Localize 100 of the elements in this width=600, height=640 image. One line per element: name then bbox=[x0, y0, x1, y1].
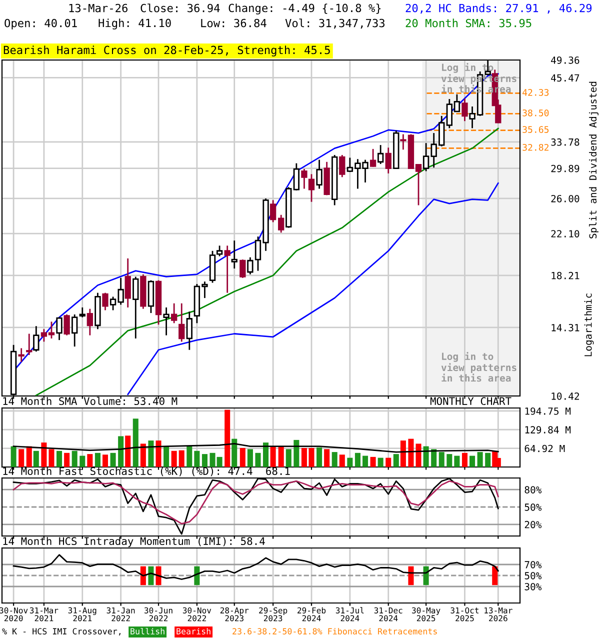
candlestick bbox=[316, 159, 322, 190]
line-series bbox=[12, 480, 499, 524]
bar bbox=[125, 436, 131, 467]
bar bbox=[164, 446, 170, 467]
line-series bbox=[12, 442, 499, 453]
line-series bbox=[12, 554, 499, 580]
ref-line-label: 38.50 bbox=[522, 109, 549, 116]
bar bbox=[232, 438, 238, 467]
bar bbox=[393, 454, 399, 467]
chart-title: 14 Month HCS Intraday Momentum (IMI): 58.4 bbox=[3, 536, 265, 548]
y-tick-label: 30% bbox=[524, 583, 542, 590]
bar bbox=[132, 418, 138, 467]
candlestick bbox=[124, 258, 131, 308]
y-tick-label: 194.75 M bbox=[525, 407, 571, 415]
text: High: 41.10 bbox=[98, 18, 171, 30]
y-tick-label: 14.31 bbox=[552, 324, 580, 332]
candlestick bbox=[247, 256, 254, 276]
bar bbox=[186, 446, 192, 467]
x-tick-label: 29-Feb 2024 bbox=[298, 607, 326, 622]
ref-line-label: 42.33 bbox=[522, 89, 549, 96]
bar bbox=[64, 452, 70, 467]
bar bbox=[431, 449, 437, 467]
candlestick bbox=[186, 310, 192, 351]
x-tick-label: 30-May 2025 bbox=[412, 607, 440, 622]
candlestick bbox=[18, 348, 24, 363]
text: MONTHLY CHART bbox=[430, 397, 512, 406]
bar bbox=[362, 456, 368, 467]
bar bbox=[270, 446, 276, 467]
bar bbox=[378, 458, 384, 467]
candlestick bbox=[224, 244, 230, 294]
bar bbox=[354, 452, 360, 467]
x-tick-label: 31-Jul 2024 bbox=[336, 607, 364, 622]
x-tick-label: 29-Sep 2023 bbox=[259, 607, 288, 622]
candlestick bbox=[72, 314, 78, 348]
bar bbox=[339, 454, 345, 467]
candlestick bbox=[171, 302, 178, 324]
bar bbox=[400, 440, 406, 467]
y-tick-label: 20% bbox=[524, 520, 542, 528]
bar bbox=[240, 448, 246, 467]
x-tick-label: 31-Dec 2024 bbox=[374, 607, 402, 622]
y-tick-label: 10.42 bbox=[552, 392, 579, 400]
candlestick bbox=[132, 276, 139, 340]
y-tick-label: 33.78 bbox=[551, 138, 580, 146]
candlestick bbox=[26, 333, 32, 356]
bar bbox=[332, 452, 338, 467]
text: Close: 36.94 bbox=[140, 4, 220, 12]
candlestick bbox=[377, 144, 384, 165]
candlestick bbox=[102, 292, 108, 311]
y-tick-label: 18.21 bbox=[552, 272, 580, 280]
y-tick-label: 129.84 M bbox=[525, 426, 571, 434]
text: 14 Month SMA Volume: 53.40 M bbox=[3, 396, 178, 406]
text: % K - HCS IMI Crossover, bbox=[2, 628, 120, 636]
text: Change: -4.49 {-10.8 %} bbox=[228, 4, 381, 14]
bar bbox=[470, 456, 476, 467]
bar bbox=[438, 452, 444, 467]
bar bbox=[462, 452, 468, 467]
bar bbox=[48, 449, 54, 467]
y-tick-label: 45.47 bbox=[551, 74, 580, 82]
y-tick-label: 70% bbox=[524, 561, 542, 568]
bar bbox=[194, 450, 200, 467]
candlestick bbox=[79, 306, 86, 318]
candlestick bbox=[278, 214, 284, 234]
y-tick-label: 26.00 bbox=[551, 194, 580, 202]
annotation: Log in to view patterns in this area bbox=[441, 352, 516, 382]
x-tick-label: 31-Aug 2021 bbox=[68, 607, 96, 622]
candlestick bbox=[422, 142, 430, 172]
bar bbox=[33, 450, 39, 467]
bar bbox=[247, 449, 253, 467]
y-axis-title: Split and Dividend Adjusted bbox=[589, 82, 598, 238]
bar bbox=[263, 442, 269, 467]
y-tick-label: 50% bbox=[524, 572, 542, 580]
x-tick-label: 30-Jun 2022 bbox=[144, 607, 172, 622]
candlestick bbox=[339, 154, 346, 178]
candlestick bbox=[462, 98, 468, 122]
bar bbox=[278, 446, 284, 467]
y-tick-label: 50% bbox=[524, 504, 542, 511]
text: Bearish Harami Cross on 28-Feb-25, Strength: 45.5 bbox=[4, 46, 330, 56]
bar bbox=[485, 452, 491, 467]
candlestick bbox=[370, 148, 376, 168]
ref-line-label: 32.82 bbox=[522, 144, 548, 151]
bar bbox=[148, 440, 154, 467]
candlestick bbox=[178, 302, 185, 342]
y-tick-label: 29.89 bbox=[551, 164, 580, 172]
y-tick-label: 80% bbox=[524, 486, 542, 494]
bar bbox=[178, 450, 184, 467]
candlestick bbox=[293, 162, 300, 192]
candlestick bbox=[308, 173, 315, 203]
bar bbox=[423, 446, 429, 467]
bar bbox=[454, 456, 460, 467]
bar bbox=[80, 456, 86, 467]
y-tick-label: 22.10 bbox=[551, 230, 580, 238]
candlestick bbox=[86, 308, 94, 336]
candlestick bbox=[64, 314, 70, 336]
bar bbox=[347, 458, 353, 467]
bar bbox=[26, 446, 32, 467]
bar bbox=[294, 440, 300, 467]
text: Bearish bbox=[176, 628, 210, 634]
bar bbox=[286, 449, 292, 467]
x-tick-label: 31-Jan 2022 bbox=[106, 607, 135, 622]
text: 20 Month SMA: 35.95 bbox=[406, 18, 532, 28]
